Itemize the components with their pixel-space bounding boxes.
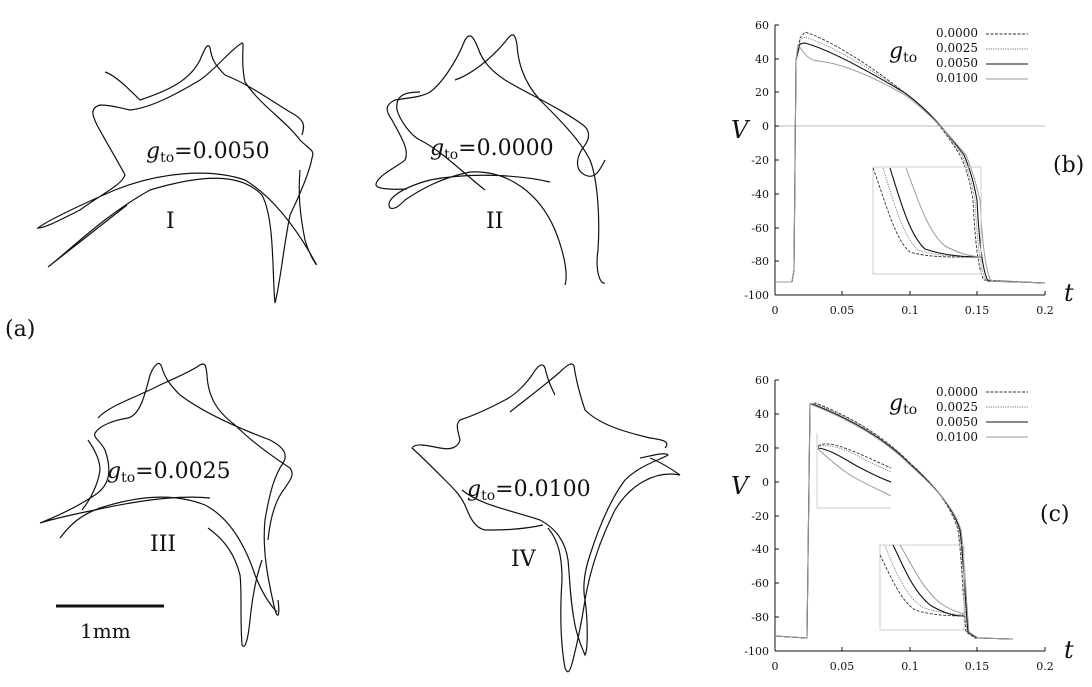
panel-a-label: (a) [5, 317, 35, 342]
svg-text:40: 40 [755, 408, 769, 421]
trajectory-pattern-ii [375, 34, 606, 286]
svg-text:0.0050: 0.0050 [936, 56, 978, 70]
panel-a [36, 34, 681, 673]
pattern-ii-gto-label: gto=0.0000 [430, 136, 554, 163]
svg-text:0.0100: 0.0100 [936, 71, 978, 85]
svg-text:40: 40 [755, 53, 769, 66]
svg-text:60: 60 [755, 19, 769, 32]
chart-c-ylabel: V [731, 472, 751, 500]
svg-text:-40: -40 [751, 543, 769, 556]
chart-c-legend: gto 0.0000 0.0025 0.0050 0.0100 [889, 385, 1028, 444]
trajectory-pattern-i [36, 42, 317, 304]
chart-b-panel-label: (b) [1053, 153, 1084, 178]
svg-text:-100: -100 [744, 289, 769, 302]
svg-text:0.05: 0.05 [830, 304, 855, 317]
svg-text:0.05: 0.05 [830, 660, 855, 673]
chart-c-series-0-0100 [774, 403, 1014, 640]
svg-text:gto=0.0000: gto=0.0000 [430, 136, 554, 163]
chart-b-ylabel: V [731, 116, 751, 144]
pattern-iii-roman: III [150, 532, 176, 557]
svg-text:20: 20 [755, 442, 769, 455]
svg-text:0.0025: 0.0025 [936, 400, 978, 414]
chart-c-y-ticks [775, 379, 779, 618]
chart-c-xlabel: t [1064, 636, 1074, 664]
chart-b: 60 40 20 0 -20 -40 -60 -80 -100 0 0.05 0… [731, 19, 1084, 317]
pattern-i-gto-label: gto=0.0050 [146, 139, 270, 166]
svg-text:gto: gto [889, 391, 917, 418]
chart-b-y-tick-labels: 60 40 20 0 -20 -40 -60 -80 -100 [744, 19, 769, 302]
svg-text:0.0100: 0.0100 [936, 430, 978, 444]
pattern-iii-gto-label: gto=0.0025 [107, 459, 231, 486]
svg-text:0: 0 [762, 120, 769, 133]
svg-text:-20: -20 [751, 510, 769, 523]
svg-text:gto=0.0025: gto=0.0025 [107, 459, 231, 486]
chart-b-inset [872, 166, 982, 275]
svg-text:0.15: 0.15 [965, 304, 990, 317]
svg-text:0.15: 0.15 [965, 660, 990, 673]
svg-text:0.1: 0.1 [901, 660, 919, 673]
chart-b-series-0-0000 [775, 31, 1046, 284]
chart-b-series-0-0100 [775, 43, 1046, 284]
svg-text:-40: -40 [751, 188, 769, 201]
chart-b-xlabel: t [1064, 279, 1074, 307]
svg-text:gto: gto [889, 39, 917, 66]
scale-bar-label: 1mm [80, 619, 131, 643]
svg-text:-100: -100 [744, 645, 769, 658]
chart-c-panel-label: (c) [1040, 502, 1070, 527]
svg-text:0.0000: 0.0000 [936, 385, 978, 399]
pattern-i-roman: I [166, 209, 175, 234]
svg-text:-60: -60 [751, 577, 769, 590]
svg-text:0.0000: 0.0000 [936, 26, 978, 40]
chart-b-x-tick-labels: 0 0.05 0.1 0.15 0.2 [772, 304, 1054, 317]
pattern-ii-roman: II [486, 209, 503, 234]
svg-text:-80: -80 [751, 255, 769, 268]
chart-c-x-ticks [841, 647, 1046, 651]
chart-b-series-0-0050 [775, 42, 1046, 284]
svg-text:-20: -20 [751, 154, 769, 167]
chart-b-y-ticks [775, 24, 779, 262]
chart-c-y-tick-labels: 60 40 20 0 -20 -40 -60 -80 -100 [744, 374, 769, 658]
trajectory-pattern-iv [411, 363, 681, 673]
chart-c-inset-plateau [816, 433, 892, 509]
svg-text:0.0050: 0.0050 [936, 415, 978, 429]
chart-c: 60 40 20 0 -20 -40 -60 -80 -100 0 0.05 0… [731, 374, 1074, 673]
trajectory-pattern-iii [39, 362, 293, 647]
svg-text:0: 0 [772, 304, 779, 317]
svg-text:-80: -80 [751, 611, 769, 624]
pattern-iv-roman: IV [511, 547, 537, 572]
svg-text:0.0025: 0.0025 [936, 41, 978, 55]
svg-text:-60: -60 [751, 222, 769, 235]
chart-c-inset-repolarization [879, 544, 965, 631]
chart-b-series-0-0025 [775, 36, 1046, 284]
chart-b-curves [775, 31, 1046, 284]
svg-text:0.1: 0.1 [901, 304, 919, 317]
chart-c-x-tick-labels: 0 0.05 0.1 0.15 0.2 [772, 660, 1054, 673]
svg-text:0.2: 0.2 [1036, 304, 1054, 317]
svg-text:0.2: 0.2 [1036, 660, 1054, 673]
chart-b-x-ticks [841, 291, 1046, 295]
svg-text:60: 60 [755, 374, 769, 387]
svg-text:0: 0 [772, 660, 779, 673]
chart-b-legend: gto 0.0000 0.0025 0.0050 0.0100 [889, 26, 1028, 85]
pattern-iv-gto-label: gto=0.0100 [467, 477, 591, 504]
svg-text:0: 0 [762, 476, 769, 489]
svg-text:20: 20 [755, 86, 769, 99]
svg-text:gto=0.0100: gto=0.0100 [467, 477, 591, 504]
svg-text:gto=0.0050: gto=0.0050 [146, 139, 270, 166]
